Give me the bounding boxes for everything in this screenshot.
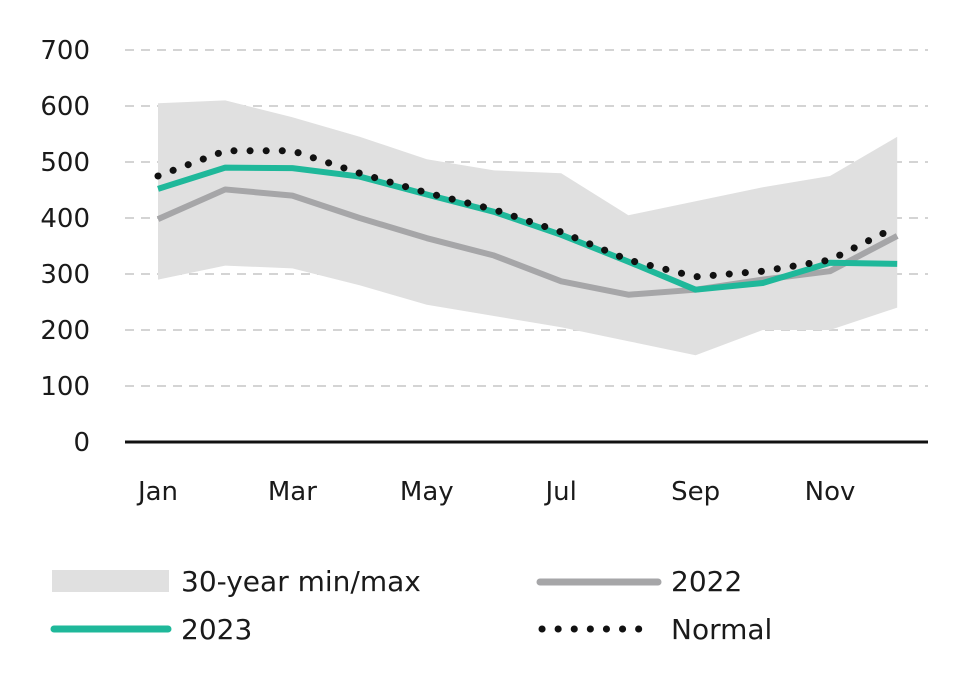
- min-max-band: [158, 100, 898, 356]
- legend-label-band: 30-year min/max: [181, 565, 421, 598]
- y-tick-label-200: 200: [40, 316, 90, 346]
- x-tick-label-may: May: [400, 477, 454, 507]
- legend-label-normal: Normal: [671, 613, 772, 646]
- y-tick-label-700: 700: [40, 36, 90, 66]
- x-tick-label-jul: Jul: [544, 477, 577, 507]
- series-lines: [154, 147, 901, 298]
- x-tick-label-mar: Mar: [268, 477, 317, 507]
- y-tick-label-0: 0: [73, 428, 90, 458]
- legend-swatch-band: [52, 570, 169, 592]
- legend-label-2022: 2022: [671, 565, 742, 598]
- x-axis-ticks: Jan Mar May Jul Sep Nov: [136, 477, 855, 507]
- y-tick-label-500: 500: [40, 148, 90, 178]
- x-tick-label-sep: Sep: [671, 477, 720, 507]
- legend-label-2023: 2023: [181, 613, 252, 646]
- y-axis-ticks: 0 100 200 300 400 500 600 700: [40, 36, 90, 458]
- y-tick-label-600: 600: [40, 92, 90, 122]
- y-tick-label-300: 300: [40, 260, 90, 290]
- x-tick-label-nov: Nov: [805, 477, 856, 507]
- series-line-normal: [154, 147, 901, 281]
- legend: 30-year min/max 2022 2023 Normal: [50, 565, 772, 646]
- x-tick-label-jan: Jan: [136, 477, 178, 507]
- band-area: [158, 100, 898, 356]
- y-tick-label-400: 400: [40, 204, 90, 234]
- y-tick-label-100: 100: [40, 372, 90, 402]
